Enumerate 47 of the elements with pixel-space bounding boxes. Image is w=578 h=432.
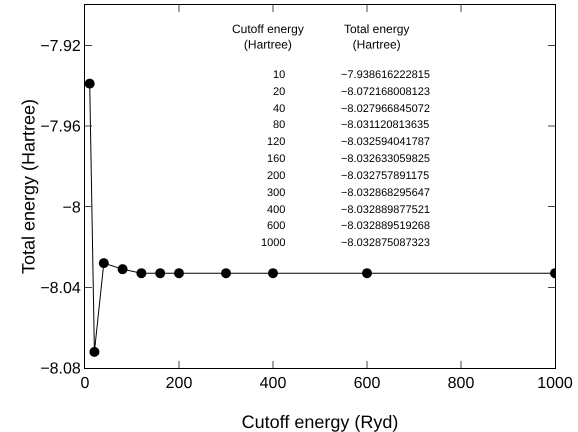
annotation: −8.032594041787 [341,136,430,148]
annotation: 80 [273,119,286,131]
x-tick-label: 1000 [537,375,573,392]
annotation: Cutoff energy (Hartree) [232,22,304,52]
point [89,346,100,357]
annotation: −8.031120813635 [341,119,430,131]
annotation: −8.072168008123 [341,86,430,98]
point [174,268,184,278]
annotation: 40 [273,103,286,115]
x-tick-label: 600 [354,375,380,392]
annotation: 600 [267,220,286,232]
point [85,78,95,89]
y-tick-label: −7.92 [40,38,81,55]
point [98,258,109,268]
annotation: 160 [267,153,286,165]
annotation: −8.032889877521 [341,204,430,216]
annotation: 10 [273,69,286,81]
point [362,268,372,278]
y-tick-label: −7.96 [40,118,81,136]
annotation: 300 [267,187,286,199]
annotation: −8.032633059825 [341,153,430,165]
x-tick-label: 200 [166,375,192,392]
y-axis-title: Total energy (Hartree) [18,98,38,274]
annotation: 120 [267,136,286,148]
point [155,268,166,278]
x-tick-label: 400 [260,375,286,392]
annotation: 1000 [261,237,286,249]
annotation: −8.032757891175 [341,170,430,182]
annotation: 200 [267,170,286,182]
y-tick-label: −8.08 [40,360,81,378]
annotation: −8.032875087323 [341,237,430,249]
annotation: 400 [267,204,286,216]
x-tick-label: 800 [448,375,474,392]
annotation: −8.032868295647 [341,187,430,199]
annotation: −8.032889519268 [341,220,430,232]
annotation: −8.027966845072 [341,103,430,115]
x-tick-label: 0 [80,375,90,392]
y-tick-label: −8 [62,199,81,216]
point [118,264,128,274]
y-tick-label: −8.04 [40,280,81,297]
point [268,268,278,278]
point [221,268,231,278]
point [136,268,146,278]
x-axis-title: Cutoff energy (Ryd) [242,412,398,432]
annotation: −7.938616222815 [341,69,430,81]
annotation: Total energy (Hartree) [344,22,410,52]
annotation: 20 [273,86,286,98]
